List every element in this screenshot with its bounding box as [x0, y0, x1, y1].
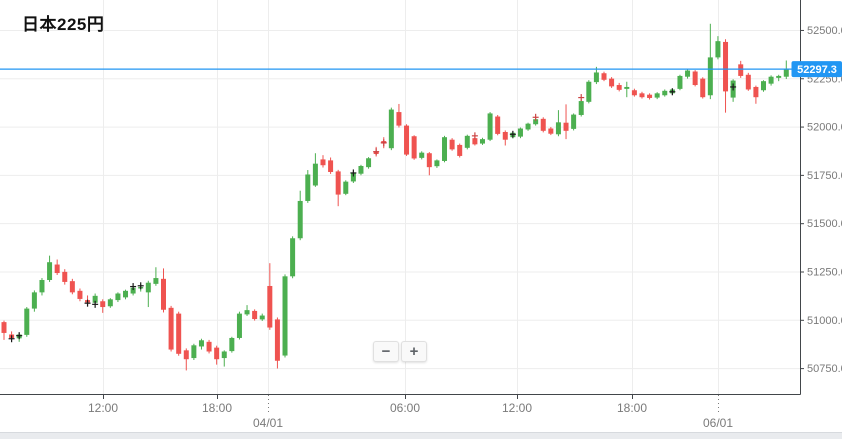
trade-markers: [8, 83, 737, 343]
svg-text:12:00: 12:00: [502, 401, 532, 415]
svg-text:51250.0: 51250.0: [807, 266, 842, 278]
svg-text:52297.3: 52297.3: [797, 64, 837, 76]
svg-text:51500.0: 51500.0: [807, 218, 842, 230]
svg-text:18:00: 18:00: [617, 401, 647, 415]
y-axis: 52500.052250.052000.051750.051500.051250…: [800, 25, 842, 375]
svg-text:06/01: 06/01: [703, 416, 733, 430]
svg-text:06:00: 06:00: [390, 401, 420, 415]
plot-border: [0, 0, 801, 395]
svg-text:51750.0: 51750.0: [807, 170, 842, 182]
svg-text:04/01: 04/01: [253, 416, 283, 430]
svg-text:52000.0: 52000.0: [807, 122, 842, 134]
zoom-out-button[interactable]: −: [373, 341, 399, 362]
zoom-in-button[interactable]: +: [401, 341, 427, 362]
instrument-title: 日本225円: [22, 15, 105, 34]
candles-layer: [1, 23, 789, 371]
x-axis: 12:00 18:00 04/01 06:00 12:00 18:00 06/01: [88, 395, 733, 430]
current-price-tag: 52297.3: [791, 61, 842, 78]
svg-text:50750.0: 50750.0: [807, 363, 842, 375]
svg-text:52500.0: 52500.0: [807, 25, 842, 37]
svg-text:51000.0: 51000.0: [807, 315, 842, 327]
zoom-controls: − +: [373, 341, 427, 362]
widget-bottom-edge: [0, 432, 842, 439]
svg-text:12:00: 12:00: [88, 401, 118, 415]
svg-text:18:00: 18:00: [202, 401, 232, 415]
grid-lines: [0, 0, 800, 394]
